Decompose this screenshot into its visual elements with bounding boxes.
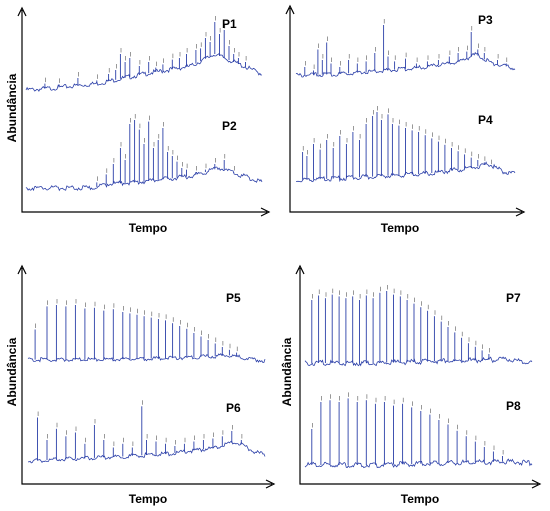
- x-axis-title: Tempo: [129, 221, 167, 235]
- axes: [285, 4, 526, 217]
- trace-label-p4: P4: [478, 113, 493, 127]
- trace-label-p6: P6: [226, 401, 241, 415]
- axes: [295, 264, 542, 489]
- axes: [17, 6, 271, 217]
- trace-label-p2: P2: [222, 119, 237, 133]
- series-p8: [304, 392, 533, 469]
- trace-label-p1: P1: [222, 17, 237, 31]
- panel-bottom-right: Abundância Tempo P7 P8: [280, 264, 542, 506]
- series-p7: [304, 285, 533, 367]
- axes: [17, 264, 276, 489]
- panel-top-right: Tempo P3 P4: [285, 4, 526, 235]
- trace-label-p3: P3: [478, 13, 493, 27]
- y-axis-title: Abundância: [280, 337, 294, 406]
- trace-label-p5: P5: [226, 291, 241, 305]
- series-p5: [27, 299, 266, 363]
- trace-baseline: [304, 356, 533, 367]
- panel-top-left: Abundância Tempo P1 P2: [5, 6, 271, 235]
- panel-bottom-left: Abundância Tempo P5 P6: [5, 264, 276, 506]
- trace-baseline: [304, 458, 533, 469]
- series-p3: [295, 19, 516, 78]
- y-axis-title: Abundância: [5, 73, 19, 142]
- series-p4: [295, 106, 516, 183]
- trace-label-p8: P8: [506, 399, 521, 413]
- y-axis-title: Abundância: [5, 337, 19, 406]
- trace-baseline: [25, 166, 263, 192]
- trace-baseline: [27, 353, 266, 363]
- trace-baseline: [295, 51, 516, 78]
- x-axis-title: Tempo: [401, 492, 439, 506]
- trace-baseline: [25, 52, 263, 92]
- series-p2: [25, 114, 263, 192]
- series-p1: [25, 16, 263, 92]
- x-axis-title: Tempo: [129, 492, 167, 506]
- x-axis-title: Tempo: [381, 221, 419, 235]
- series-p6: [27, 400, 266, 464]
- trace-label-p7: P7: [506, 291, 521, 305]
